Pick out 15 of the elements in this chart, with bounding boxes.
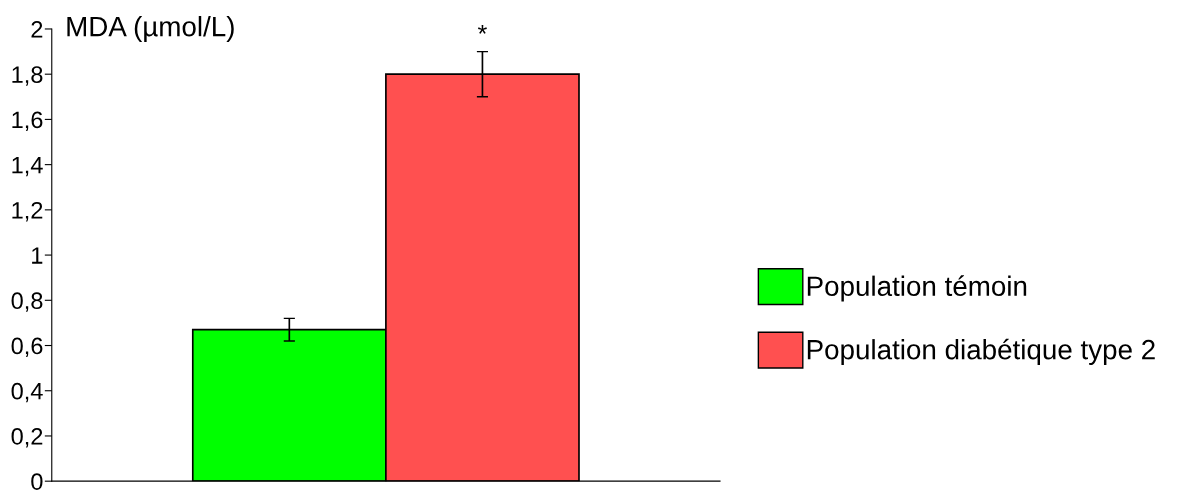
y-tick-label: 1,8 xyxy=(12,66,43,86)
y-axis-title: MDA (µmol/L) xyxy=(67,16,234,42)
y-tick-label: 0,2 xyxy=(11,428,43,448)
legend-label: Population témoin xyxy=(807,275,1027,302)
y-tick-label: 2 xyxy=(31,21,43,38)
y-tick-label: 0,8 xyxy=(11,292,43,312)
y-tick-label: 1,2 xyxy=(12,201,43,222)
annotation: * xyxy=(477,25,487,34)
y-tick-label: 0 xyxy=(31,473,43,490)
y-tick-label: 0,6 xyxy=(11,337,43,358)
legend-label: Population diabétique type 2 xyxy=(807,338,1155,365)
y-tick-label: 1,6 xyxy=(12,111,43,131)
y-tick-label: 1,4 xyxy=(12,156,43,177)
y-tick-label: 0,4 xyxy=(11,382,43,403)
y-tick-label: 1 xyxy=(32,247,43,264)
